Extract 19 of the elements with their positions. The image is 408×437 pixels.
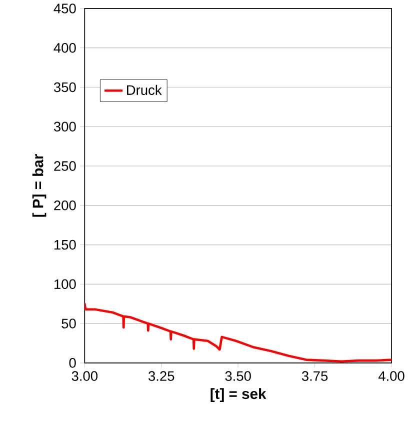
- line-series: [84, 302, 392, 363]
- x-tick-label: 4.00: [378, 371, 404, 381]
- y-tick-label: 250: [54, 161, 76, 171]
- x-axis-title: [t] = sek: [210, 388, 266, 402]
- x-tick-label: 3.75: [302, 371, 328, 381]
- y-tick-label: 0: [69, 358, 76, 368]
- x-tick-label: 3.50: [225, 371, 251, 381]
- y-tick-label: 350: [54, 82, 76, 92]
- y-tick-label: 100: [54, 279, 76, 290]
- y-tick-label: 200: [54, 200, 76, 210]
- y-tick-label: 400: [54, 42, 76, 53]
- y-tick-label: 300: [54, 122, 76, 132]
- y-tick-label: 50: [61, 318, 76, 328]
- legend-label: Druck: [126, 84, 162, 95]
- y-tick-label: 450: [54, 4, 76, 14]
- y-tick-label: 150: [54, 240, 76, 250]
- x-tick-label: 3.00: [72, 371, 98, 381]
- x-tick-label: 3.25: [148, 371, 174, 381]
- y-axis-title: [ P] = bar: [32, 154, 46, 217]
